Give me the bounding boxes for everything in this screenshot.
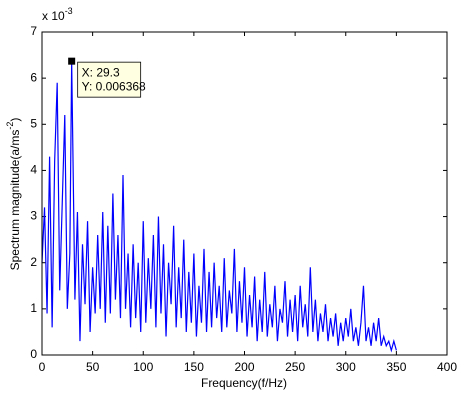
data-tip-box bbox=[77, 61, 142, 98]
y-tick-label: 2 bbox=[30, 255, 37, 269]
y-tick-label: 6 bbox=[30, 70, 37, 84]
x-tick-label: 100 bbox=[133, 360, 153, 374]
spectrum-line bbox=[41, 61, 397, 353]
data-tip-text: Y: 0.006368 bbox=[82, 79, 146, 93]
data-tip-text: X: 29.3 bbox=[82, 65, 120, 79]
y-tick-label: 4 bbox=[30, 163, 37, 177]
x-tick-label: 400 bbox=[437, 360, 457, 374]
y-exponent: x 10-3 bbox=[42, 6, 73, 23]
plot-frame bbox=[41, 31, 448, 356]
x-tick-label: 350 bbox=[386, 360, 406, 374]
y-tick-label: 5 bbox=[30, 116, 37, 130]
x-tick-label: 200 bbox=[234, 360, 254, 374]
y-tick-label: 1 bbox=[30, 301, 37, 315]
y-tick-label: 0 bbox=[30, 347, 37, 361]
data-tip-marker bbox=[68, 57, 76, 65]
y-tick-label: 7 bbox=[30, 24, 37, 38]
x-tick-label: 50 bbox=[86, 360, 100, 374]
y-tick-label: 3 bbox=[30, 209, 37, 223]
x-tick-label: 150 bbox=[184, 360, 204, 374]
x-tick-label: 0 bbox=[39, 360, 46, 374]
y-axis-label: Spectrum magnitude(a/ms-2) bbox=[5, 118, 22, 271]
x-tick-label: 300 bbox=[336, 360, 356, 374]
x-tick-label: 250 bbox=[285, 360, 305, 374]
x-axis-label: Frequency(f/Hz) bbox=[201, 376, 287, 390]
